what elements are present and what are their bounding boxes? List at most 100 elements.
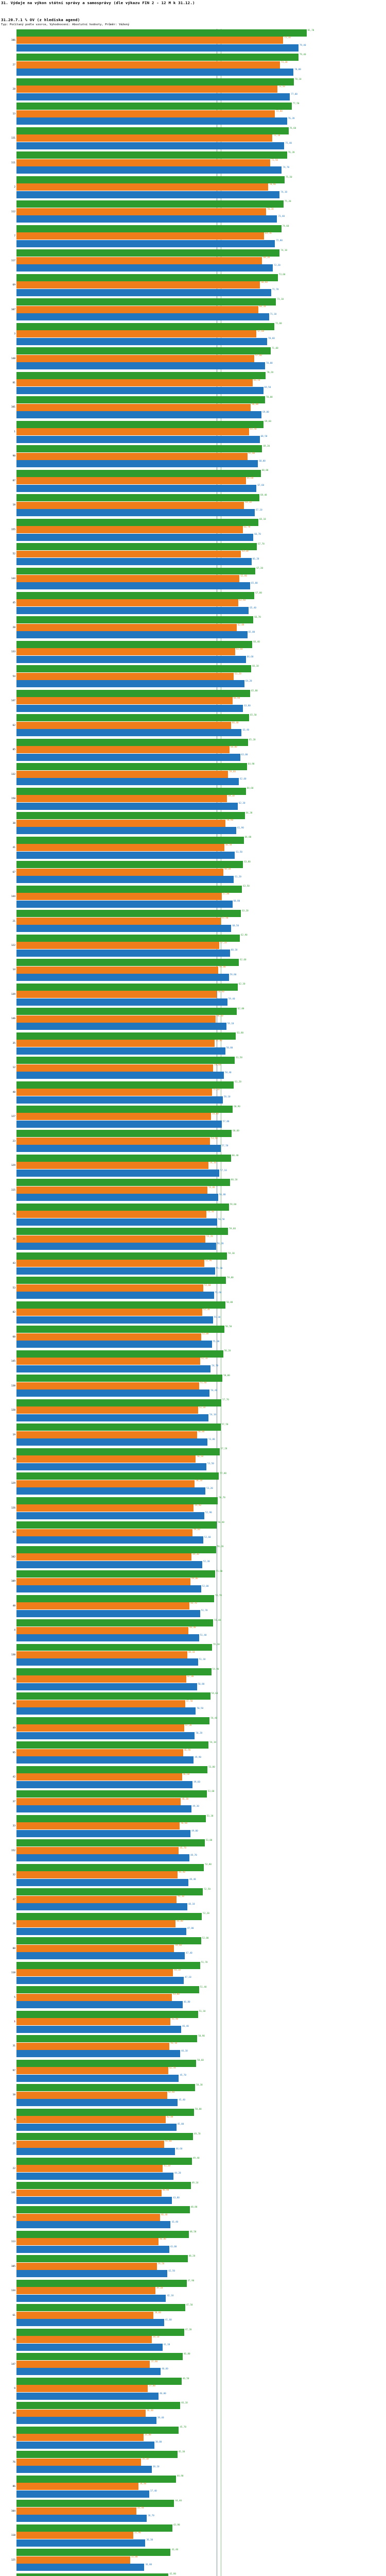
bar-blue[interactable] [16, 313, 269, 321]
bar-orange[interactable] [16, 574, 240, 582]
bar-orange[interactable] [16, 2042, 170, 2050]
bar-orange[interactable] [16, 501, 244, 509]
bar-green[interactable] [16, 1888, 203, 1896]
bar-blue[interactable] [16, 411, 262, 419]
bar-green[interactable] [16, 420, 264, 428]
bar-blue[interactable] [16, 1316, 213, 1324]
bar-group[interactable]: 12 61,50 55,40 58,40 [0, 1056, 386, 1080]
bar-group[interactable]: 38 64,30 58,90 61,90 [0, 811, 386, 836]
bar-green[interactable] [16, 1521, 217, 1529]
bar-blue[interactable] [16, 191, 280, 198]
bar-orange[interactable] [16, 2287, 155, 2295]
bar-orange[interactable] [16, 1186, 208, 1194]
bar-group[interactable]: 122 62,90 57,10 60,10 [0, 934, 386, 958]
bar-blue[interactable] [16, 949, 230, 957]
bar-orange[interactable] [16, 1993, 172, 2001]
bar-group[interactable]: 117 74,10 69,20 72,20 [0, 249, 386, 273]
bar-blue[interactable] [16, 1047, 225, 1055]
bar-green[interactable] [16, 1375, 223, 1382]
bar-green[interactable] [16, 249, 280, 257]
bar-orange[interactable] [16, 61, 280, 69]
bar-group[interactable]: 44 46,10 36,40 39,40 [0, 2401, 386, 2426]
bar-green[interactable] [16, 812, 245, 820]
bar-group[interactable]: 76 45,30 35,10 38,10 [0, 2450, 386, 2475]
bar-orange[interactable] [16, 1089, 213, 1096]
bar-green[interactable] [16, 494, 259, 502]
bar-green[interactable] [16, 1912, 202, 1920]
bar-green[interactable] [16, 2010, 198, 2018]
bar-orange[interactable] [16, 868, 223, 876]
bar-blue[interactable] [16, 337, 268, 345]
bar-blue[interactable] [16, 655, 246, 663]
bar-group[interactable]: 127 60,90 54,80 57,80 [0, 1105, 386, 1129]
bar-group[interactable]: 10 50,30 42,40 45,40 [0, 2083, 386, 2108]
bar-orange[interactable] [16, 2434, 144, 2442]
bar-green[interactable] [16, 2426, 179, 2434]
bar-blue[interactable] [16, 1609, 200, 1617]
bar-group[interactable]: 5 51,40 43,80 46,80 [0, 1986, 386, 2010]
bar-blue[interactable] [16, 876, 234, 884]
bar-orange[interactable] [16, 1944, 174, 1952]
bar-orange[interactable] [16, 991, 217, 998]
bar-orange[interactable] [16, 2556, 130, 2564]
bar-blue[interactable] [16, 1634, 199, 1641]
bar-group[interactable]: 144 67,30 62,80 65,80 [0, 567, 386, 591]
bar-orange[interactable] [16, 281, 260, 289]
bar-orange[interactable] [16, 550, 241, 558]
bar-group[interactable]: 21 63,20 57,50 60,50 [0, 909, 386, 934]
bar-orange[interactable] [16, 1358, 200, 1365]
bar-orange[interactable] [16, 1651, 187, 1658]
bar-group[interactable]: 144 63,50 57,80 60,80 [0, 885, 386, 909]
bar-orange[interactable] [16, 721, 231, 729]
bar-green[interactable] [16, 2108, 194, 2116]
bar-group[interactable]: 146 62,00 56,10 59,10 [0, 1007, 386, 1031]
bar-green[interactable] [16, 1106, 233, 1113]
bar-orange[interactable] [16, 2360, 150, 2368]
bar-blue[interactable] [16, 2001, 183, 2009]
bar-blue[interactable] [16, 1243, 216, 1250]
bar-blue[interactable] [16, 1292, 214, 1299]
bar-group[interactable]: 45 67,00 62,40 65,40 [0, 591, 386, 616]
bar-group[interactable]: 152 53,00 45,70 48,70 [0, 1839, 386, 1863]
bar-orange[interactable] [16, 2165, 163, 2172]
bar-group[interactable]: 35 61,80 55,80 58,80 [0, 1032, 386, 1056]
bar-group[interactable]: 9 46,50 37,00 40,00 [0, 2377, 386, 2401]
bar-green[interactable] [16, 445, 262, 453]
bar-green[interactable] [16, 1619, 214, 1627]
bar-orange[interactable] [16, 477, 246, 485]
bar-blue[interactable] [16, 2343, 163, 2351]
bar-blue[interactable] [16, 435, 260, 443]
bar-group[interactable]: 105 48,20 39,50 42,50 [0, 2255, 386, 2279]
bar-green[interactable] [16, 1692, 210, 1700]
bar-green[interactable] [16, 2451, 178, 2459]
bar-group[interactable]: 13 77,50 72,80 76,20 [0, 102, 386, 126]
bar-group[interactable]: 48 55,70 48,70 51,70 [0, 1595, 386, 1619]
bar-group[interactable]: 53 59,00 52,60 55,60 [0, 1276, 386, 1300]
bar-group[interactable]: 107 73,10 68,10 71,10 [0, 298, 386, 322]
bar-group[interactable]: 20 66,70 62,00 65,00 [0, 616, 386, 640]
bar-green[interactable] [16, 1766, 208, 1773]
bar-group[interactable]: 134 47,90 39,10 42,10 [0, 2279, 386, 2303]
bar-blue[interactable] [16, 117, 287, 125]
bar-group[interactable]: 27 79,40 74,20 78,00 [0, 53, 386, 77]
bar-group[interactable]: 2 75,50 70,90 74,10 [0, 176, 386, 200]
bar-orange[interactable] [16, 2483, 139, 2490]
bar-green[interactable] [16, 1570, 215, 1578]
bar-blue[interactable] [16, 974, 229, 981]
bar-green[interactable] [16, 1130, 232, 1138]
bar-orange[interactable] [16, 1871, 178, 1879]
bar-orange[interactable] [16, 1626, 188, 1634]
bar-green[interactable] [16, 200, 284, 208]
bar-orange[interactable] [16, 1773, 182, 1781]
bar-orange[interactable] [16, 1260, 204, 1267]
bar-group[interactable]: 32 52,80 45,40 48,40 [0, 1863, 386, 1888]
bar-blue[interactable] [16, 1414, 209, 1421]
bar-orange[interactable] [16, 379, 253, 387]
bar-orange[interactable] [16, 746, 230, 754]
bar-orange[interactable] [16, 526, 243, 534]
bar-orange[interactable] [16, 1455, 196, 1463]
bar-green[interactable] [16, 1863, 204, 1871]
bar-blue[interactable] [16, 729, 242, 737]
bar-blue[interactable] [16, 2050, 181, 2058]
bar-blue[interactable] [16, 606, 249, 614]
